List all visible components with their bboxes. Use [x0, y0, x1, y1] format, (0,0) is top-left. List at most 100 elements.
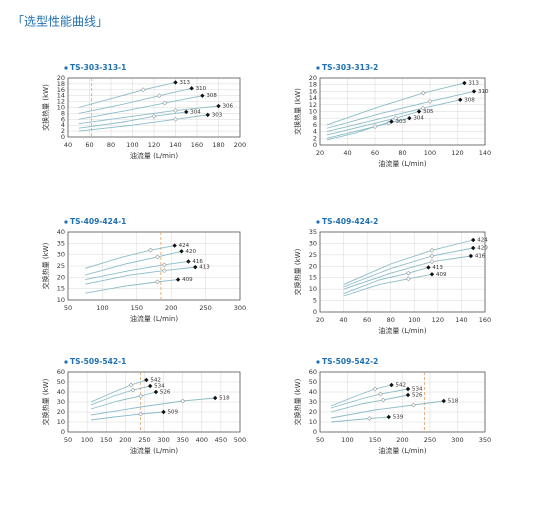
end-marker	[471, 245, 476, 251]
end-marker	[205, 112, 210, 118]
curve	[78, 105, 219, 125]
x-tick-label: 60	[85, 141, 93, 149]
end-marker	[212, 395, 218, 401]
y-tick-label: 50	[57, 378, 65, 386]
y-tick-label: 35	[57, 239, 65, 247]
end-marker	[471, 237, 476, 243]
x-tick-label: 300	[234, 304, 246, 312]
x-tick-label: 100	[408, 316, 420, 324]
series-label: 420	[477, 246, 488, 252]
series-label: 526	[412, 393, 423, 399]
open-marker	[173, 108, 178, 113]
open-marker	[427, 99, 433, 104]
curve	[326, 111, 420, 136]
open-marker	[155, 254, 160, 260]
end-marker	[147, 383, 153, 389]
x-tick-label: 500	[234, 436, 246, 444]
series-label: 413	[432, 265, 443, 271]
end-marker	[144, 377, 149, 383]
open-marker	[173, 116, 178, 122]
open-marker	[378, 391, 383, 397]
open-marker	[128, 382, 134, 388]
series-label: 304	[413, 116, 424, 122]
x-tick-label: 100	[424, 149, 436, 157]
chart-title: TS-509-542-1	[70, 357, 126, 366]
title-bullet	[316, 360, 320, 364]
curve	[343, 273, 433, 297]
x-tick-label: 160	[191, 141, 203, 149]
curve	[326, 90, 475, 129]
open-marker	[156, 93, 162, 99]
end-marker	[153, 389, 159, 395]
open-marker	[380, 397, 386, 403]
series-label: 424	[477, 238, 488, 244]
open-marker	[429, 259, 435, 265]
open-marker	[180, 398, 186, 404]
x-tick-label: 40	[339, 316, 347, 324]
y-tick-label: 40	[57, 388, 65, 396]
series-label: 526	[160, 390, 171, 396]
y-tick-label: 14	[309, 94, 317, 102]
x-tick-label: 60	[363, 316, 371, 324]
series-label: 304	[190, 109, 201, 115]
end-marker	[184, 109, 189, 115]
series-label: 310	[196, 86, 207, 92]
y-tick-label: 30	[57, 251, 65, 259]
y-tick-label: 18	[309, 81, 317, 89]
y-tick-label: 10	[309, 285, 317, 293]
end-marker	[175, 277, 181, 282]
x-tick-label: 50	[64, 436, 72, 444]
curve	[85, 261, 189, 281]
curve	[326, 121, 392, 141]
y-tick-label: 20	[57, 408, 65, 416]
y-tick-label: 20	[309, 74, 317, 82]
x-tick-label: 20	[316, 149, 324, 157]
y-axis-title: 交换热量 (kW)	[41, 378, 50, 425]
end-marker	[216, 103, 221, 109]
x-tick-label: 300	[451, 436, 463, 444]
end-marker	[426, 265, 431, 270]
x-tick-label: 100	[126, 141, 138, 149]
series-label: 539	[393, 415, 404, 421]
series-label: 303	[212, 112, 223, 118]
end-marker	[407, 116, 412, 121]
end-marker	[389, 382, 394, 388]
y-tick-label: 6	[313, 121, 317, 129]
y-tick-label: 4	[61, 121, 65, 129]
x-tick-label: 200	[234, 141, 246, 149]
x-tick-label: 140	[169, 141, 181, 149]
end-marker	[458, 97, 463, 102]
y-tick-label: 20	[309, 262, 317, 270]
open-marker	[367, 416, 372, 421]
y-tick-label: 10	[309, 418, 317, 426]
y-tick-label: 0	[313, 428, 317, 436]
curve	[78, 81, 176, 108]
x-tick-label: 250	[199, 304, 211, 312]
x-tick-label: 450	[215, 436, 227, 444]
y-tick-label: 6	[61, 115, 65, 123]
series-label: 420	[186, 249, 197, 255]
x-tick-label: 100	[96, 304, 108, 312]
open-marker	[420, 105, 426, 111]
x-tick-label: 20	[316, 316, 324, 324]
curve	[330, 394, 409, 413]
series-label: 534	[154, 384, 165, 390]
plot-border	[67, 231, 241, 301]
curve	[343, 255, 471, 290]
open-marker	[161, 268, 167, 273]
series-label: 313	[180, 80, 191, 86]
x-tick-label: 400	[196, 436, 208, 444]
y-tick-label: 25	[57, 262, 65, 270]
title-bullet	[316, 220, 320, 224]
x-axis-title: 油流量 (L/min)	[130, 314, 178, 323]
x-tick-label: 350	[479, 436, 491, 444]
open-marker	[405, 276, 411, 282]
plot-border	[67, 371, 241, 433]
y-tick-label: 30	[309, 398, 317, 406]
open-marker	[161, 262, 167, 268]
x-tick-label: 250	[424, 436, 436, 444]
y-tick-label: 12	[309, 101, 317, 109]
open-marker	[429, 253, 435, 259]
open-marker	[140, 87, 146, 93]
plot-border	[67, 77, 241, 138]
